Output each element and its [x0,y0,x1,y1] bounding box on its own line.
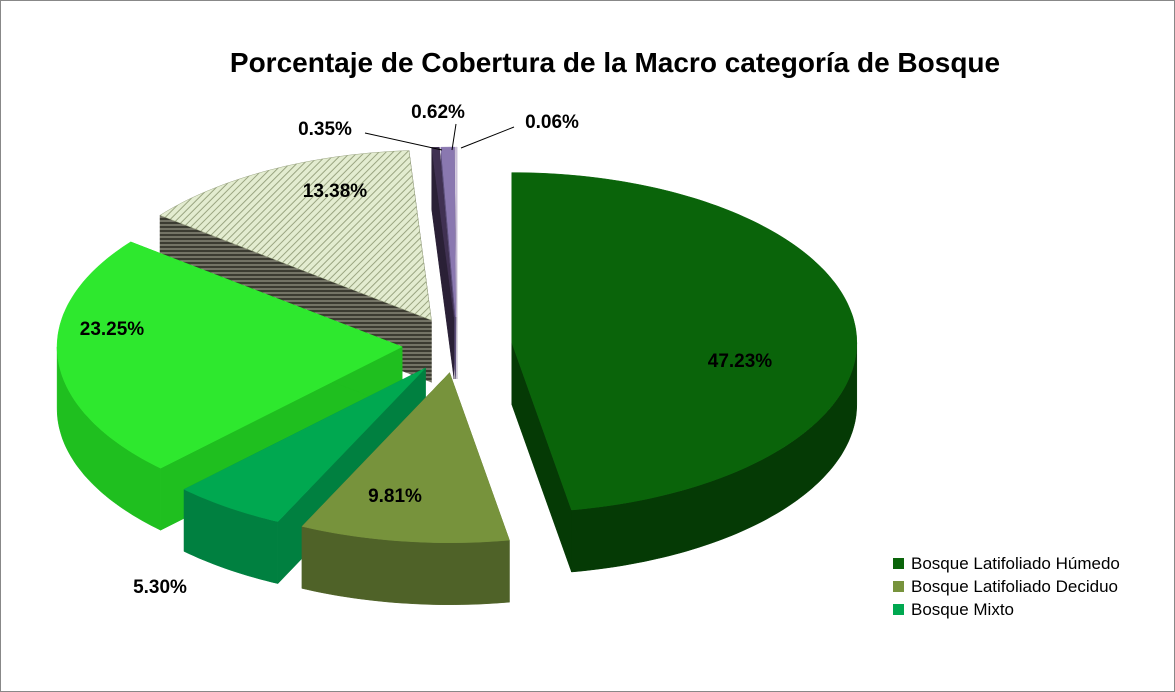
slice-top [455,146,458,318]
legend-item: Bosque Latifoliado Húmedo [893,552,1143,575]
data-label: 5.30% [133,577,187,598]
pie [56,146,858,605]
legend-swatch [893,581,904,592]
slice [511,172,858,573]
slice-top [159,150,432,321]
slice-top [56,241,403,469]
leader-line [451,123,457,151]
data-label: 0.35% [298,119,352,140]
legend-label: Bosque Mixto [911,600,1014,619]
slice-top [431,146,455,318]
data-label: 47.23% [708,351,773,372]
leader-line [364,132,443,151]
legend-item: Bosque Latifoliado Deciduo [893,575,1143,598]
slice-top [183,367,426,522]
labels: 47.23% 9.81% 5.30% 23.25% 13.38% 0.35% 0.62% 0.… [80,102,773,598]
data-label: 0.06% [525,112,579,133]
slice-top [440,146,456,318]
data-label: 9.81% [368,486,422,507]
leader-line [460,126,515,149]
legend-swatch [893,558,904,569]
slice [455,146,458,380]
slice [301,372,510,605]
legend: Bosque Latifoliado Húmedo Bosque Latifoli… [893,552,1143,621]
data-label: 23.25% [80,319,145,340]
legend-swatch [893,604,904,615]
slice-top [301,372,510,543]
legend-label: Bosque Latifoliado Húmedo [911,554,1120,573]
slice-top [511,172,858,511]
chart-title: Porcentaje de Cobertura de la Macro cate… [230,47,1000,78]
data-label: 0.62% [411,102,465,123]
legend-label: Bosque Latifoliado Deciduo [911,577,1118,596]
slice [431,146,455,380]
data-label: 13.38% [303,181,368,202]
legend-item: Bosque Mixto [893,598,1143,621]
